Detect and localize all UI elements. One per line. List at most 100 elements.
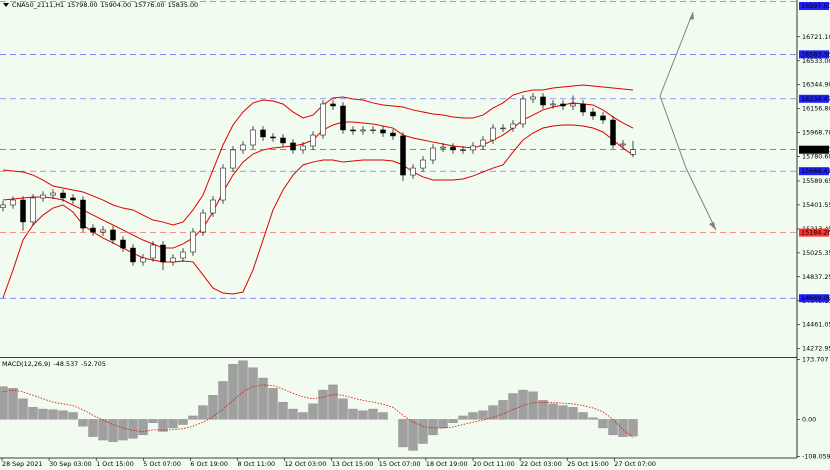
band-line	[2, 102, 634, 249]
level-label-box	[799, 228, 829, 237]
macd-bar	[278, 401, 288, 420]
macd-bar	[348, 408, 358, 420]
x-tick-label: 6 Oct 19:00	[190, 460, 228, 468]
candle-body	[430, 147, 436, 161]
y-tick-label: 14461.05	[802, 321, 830, 329]
candle-body	[600, 115, 606, 121]
macd-bar	[358, 410, 368, 420]
macd-bar	[408, 419, 418, 451]
x-tick-label: 13 Oct 15:00	[332, 460, 374, 468]
arrow-head	[709, 222, 716, 230]
x-tick-label: 22 Oct 03:00	[520, 460, 562, 468]
candle-body	[540, 96, 546, 106]
ohlc-value: 15835.00	[168, 1, 199, 9]
x-tick-label: 20 Oct 11:00	[473, 460, 515, 468]
candle-body	[200, 212, 206, 233]
macd-bar	[558, 405, 568, 420]
candle-body	[490, 127, 496, 141]
candle-body	[50, 192, 56, 196]
candle-body	[380, 129, 386, 134]
candle-body	[280, 137, 286, 144]
candle-body	[110, 229, 116, 241]
candle-body	[450, 146, 456, 151]
y-tick-label: 0.00	[802, 415, 816, 423]
x-tick-label: 15 Oct 07:00	[379, 460, 421, 468]
x-tick-label: 5 Oct 07:00	[143, 460, 181, 468]
macd-bar	[98, 419, 108, 441]
candle-body	[500, 127, 506, 130]
macd-bar	[228, 364, 238, 420]
candle-body	[60, 192, 66, 199]
candle-body	[170, 257, 176, 263]
macd-bar	[468, 412, 478, 420]
candle-body	[0, 204, 6, 208]
y-tick-label: -108.059	[802, 453, 830, 461]
macd-bar	[108, 419, 118, 442]
candle-body	[30, 197, 36, 223]
candle-body	[530, 96, 536, 100]
plot	[0, 84, 638, 451]
candle-body	[340, 105, 346, 131]
candle-body	[230, 149, 236, 169]
candle-body	[270, 136, 276, 139]
candle-body	[90, 227, 96, 233]
x-tick-label: 28 Sep 2021	[2, 460, 43, 468]
y-tick-label: 14837.25	[802, 273, 830, 281]
macd-bar	[188, 415, 198, 420]
macd-bar	[18, 398, 28, 420]
macd-bar	[608, 419, 618, 436]
candle-body	[370, 129, 376, 132]
macd-bar	[508, 393, 518, 420]
level-label-box	[799, 294, 829, 303]
candle-body	[180, 251, 186, 259]
band-line	[2, 124, 634, 299]
candle-body	[120, 239, 126, 249]
x-tick-label: 12 Oct 03:00	[285, 460, 327, 468]
macd-bar	[28, 407, 38, 420]
macd-bar	[158, 419, 168, 432]
macd-bar	[548, 403, 558, 420]
candle-body	[400, 135, 406, 176]
arrow-head	[689, 12, 694, 20]
y-tick-label: 16344.90	[802, 81, 830, 89]
x-tick-label: 18 Oct 19:00	[426, 460, 468, 468]
level-label: 14669.06	[801, 294, 830, 302]
candle-body	[410, 167, 416, 176]
signal-line	[2, 384, 634, 438]
candle-body	[220, 167, 226, 201]
y-tick-label: 15025.35	[802, 249, 830, 257]
candle-body	[560, 103, 566, 107]
ohlc-value: 15904.00	[101, 1, 132, 9]
macd-bar	[628, 419, 638, 437]
x-tick-label: 30 Sep 03:00	[49, 460, 92, 468]
macd-bar	[448, 419, 458, 423]
candle-body	[100, 229, 106, 233]
macd-bar	[198, 405, 208, 420]
macd-bar	[48, 409, 58, 420]
macd-bar	[258, 377, 268, 420]
candle-body	[140, 257, 146, 263]
candle-body	[300, 145, 306, 151]
candle-body	[610, 119, 616, 146]
y-tick-label: 16156.80	[802, 105, 830, 113]
level-label-box	[799, 145, 829, 154]
macd-bar	[308, 403, 318, 420]
macd-bar	[438, 419, 448, 429]
macd-bar	[148, 419, 158, 423]
candle-body	[160, 244, 166, 263]
macd-bar	[338, 398, 348, 420]
candle-body	[240, 144, 246, 151]
macd-bar	[618, 419, 628, 437]
symbol: CNA50_2111,H1	[12, 1, 64, 9]
macd-bar	[238, 360, 248, 420]
macd-bar	[0, 386, 8, 420]
macd-bar	[458, 415, 468, 420]
macd-bar	[8, 388, 18, 420]
macd-bar	[478, 410, 488, 420]
macd-bar	[398, 419, 408, 448]
macd-bar	[138, 419, 148, 436]
y-tick-label: 16533.00	[802, 57, 830, 65]
macd-bar	[578, 412, 588, 420]
candle-body	[210, 199, 216, 214]
